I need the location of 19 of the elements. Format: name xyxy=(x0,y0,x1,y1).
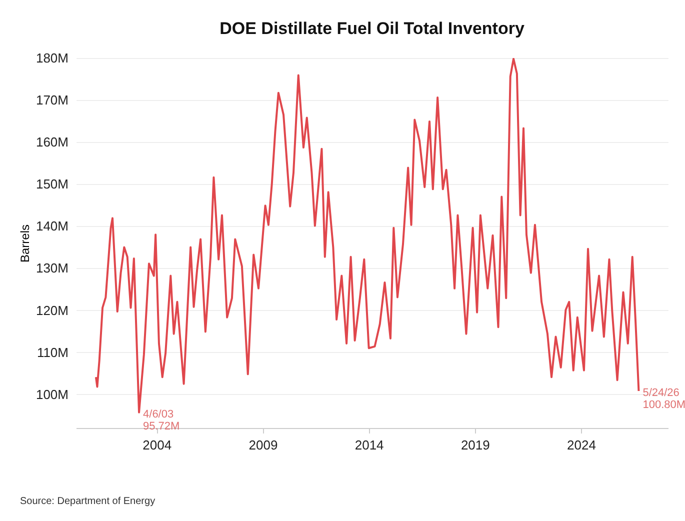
y-tick-label: 110M xyxy=(36,344,68,360)
chart-title: DOE Distillate Fuel Oil Total Inventory xyxy=(220,19,525,38)
y-tick-label: 140M xyxy=(36,218,68,234)
y-axis-title: Barrels xyxy=(18,224,32,263)
x-tick-label: 2014 xyxy=(354,438,384,452)
y-tick-label: 130M xyxy=(36,260,68,276)
y-tick-label: 120M xyxy=(36,302,68,318)
x-tick-label: 2024 xyxy=(567,438,596,452)
source-note: Source: Department of Energy xyxy=(20,496,156,507)
y-tick-label: 150M xyxy=(36,176,68,192)
x-tick-label: 2019 xyxy=(460,438,490,452)
y-tick-label: 170M xyxy=(36,92,68,108)
annotation: 5/24/26 100.80M xyxy=(642,387,685,411)
y-tick-label: 160M xyxy=(36,134,68,150)
annotation: 4/6/03 95.72M xyxy=(143,408,180,432)
y-tick-label: 100M xyxy=(36,386,68,402)
y-tick-label: 180M xyxy=(36,50,68,66)
x-tick-label: 2009 xyxy=(248,438,278,452)
x-tick-label: 2004 xyxy=(142,438,172,452)
